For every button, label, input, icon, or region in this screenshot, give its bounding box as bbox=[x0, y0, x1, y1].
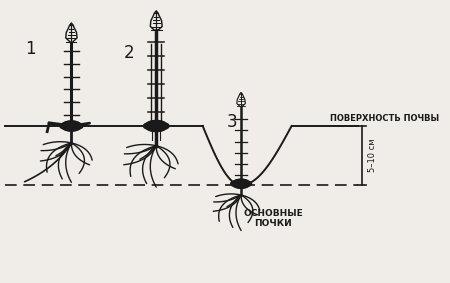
Polygon shape bbox=[145, 121, 167, 132]
Polygon shape bbox=[161, 123, 169, 129]
Polygon shape bbox=[231, 181, 237, 186]
Text: 3: 3 bbox=[227, 113, 238, 131]
Text: ОСНОВНЫЕ
ПОЧКИ: ОСНОВНЫЕ ПОЧКИ bbox=[243, 209, 303, 228]
Polygon shape bbox=[60, 123, 67, 128]
Text: 5–10 см: 5–10 см bbox=[368, 139, 377, 172]
Text: ПОВЕРХНОСТЬ ПОЧВЫ: ПОВЕРХНОСТЬ ПОЧВЫ bbox=[330, 114, 439, 123]
Polygon shape bbox=[232, 179, 250, 188]
Polygon shape bbox=[245, 181, 252, 186]
Polygon shape bbox=[76, 123, 83, 128]
Text: 2: 2 bbox=[124, 44, 135, 62]
Polygon shape bbox=[144, 123, 151, 129]
Polygon shape bbox=[61, 121, 81, 131]
Text: 1: 1 bbox=[25, 40, 36, 58]
